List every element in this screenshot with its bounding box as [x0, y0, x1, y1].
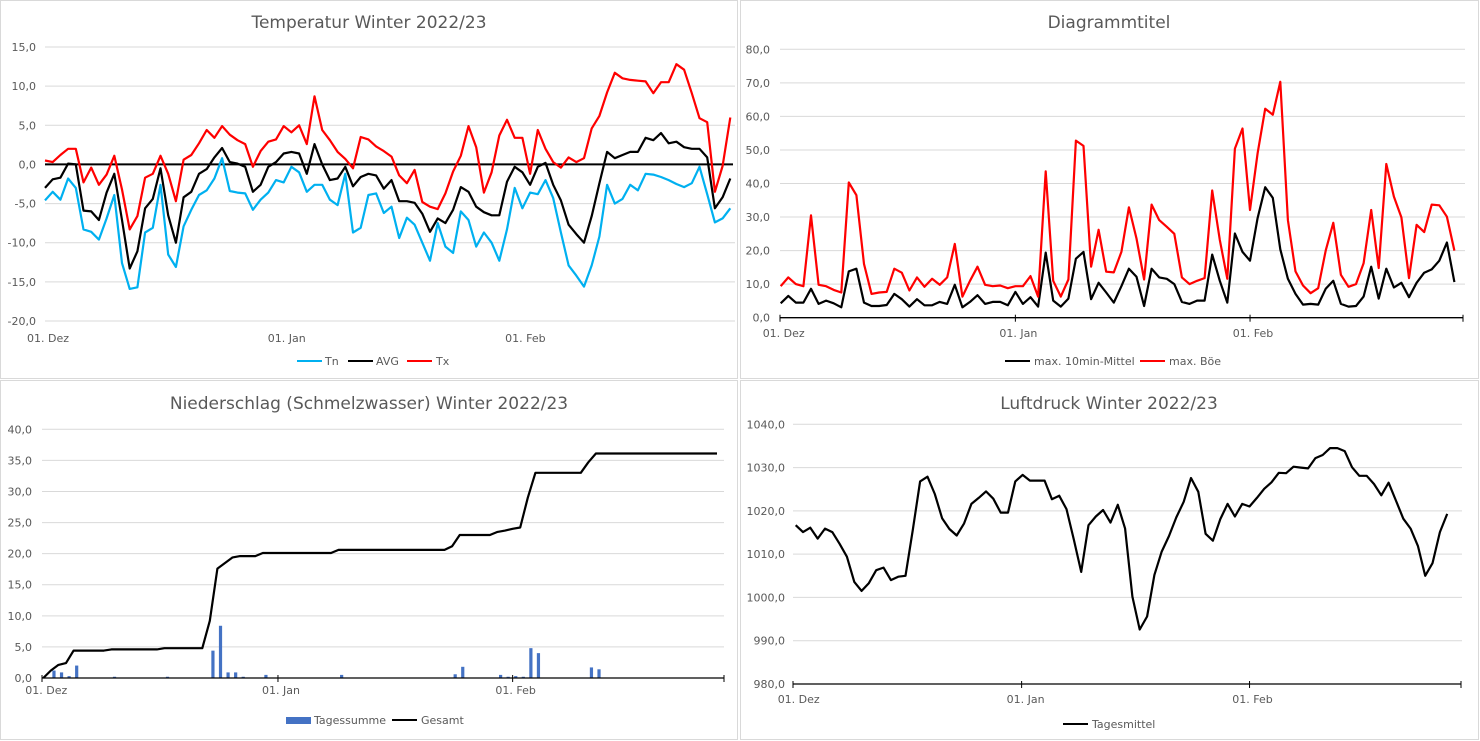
bar-tagessumme: [514, 676, 518, 678]
series-line-tx: [44, 63, 732, 231]
y-tick-label: 990,0: [754, 635, 786, 648]
y-tick-label: 1030,0: [747, 462, 786, 475]
y-tick-label: -5,0: [15, 198, 36, 211]
series-line-tn: [44, 157, 732, 290]
y-tick-label: 10,0: [746, 278, 771, 291]
panel-temperature: [0, 0, 738, 379]
y-tick-label: -10,0: [8, 237, 36, 250]
panel-precipitation: [0, 380, 738, 740]
legend-label-wind-mean: max. 10min-Mittel: [1034, 355, 1135, 368]
y-tick-label: 25,0: [8, 517, 33, 530]
chart-title-precipitation: Niederschlag (Schmelzwasser) Winter 2022…: [170, 394, 568, 414]
bar-tagessumme: [67, 676, 71, 678]
chart-title-wind: Diagrammtitel: [1048, 13, 1171, 33]
panel-pressure: [740, 380, 1479, 740]
bar-tagessumme: [340, 674, 344, 678]
series-line-avg: [44, 132, 732, 270]
y-tick-label: 15,0: [8, 579, 33, 592]
legend-label-avg: AVG: [376, 355, 399, 368]
legend-label-gust: max. Böe: [1169, 355, 1221, 368]
chart-title-pressure: Luftdruck Winter 2022/23: [1000, 394, 1218, 414]
x-tick-label: 01. Jan: [1007, 693, 1045, 706]
chart-2: 40,0 35,0 30,0 25,0 20,0 15,0 10,0 5,0 0,001. De…: [8, 423, 725, 697]
legend-swatch-daily: [286, 717, 311, 724]
y-tick-label: 5,0: [19, 119, 37, 132]
legend-precipitation: Tagessumme Gesamt: [286, 714, 464, 727]
x-tick-label: 01. Jan: [268, 332, 306, 345]
legend-temperature: Tn AVG Tx: [297, 355, 450, 368]
y-tick-label: 40,0: [746, 178, 771, 191]
y-tick-label: 1040,0: [747, 418, 786, 431]
bar-tagessumme: [59, 672, 64, 678]
legend-pressure: Tagesmittel: [1063, 718, 1155, 731]
y-tick-label: 20,0: [8, 548, 33, 561]
y-tick-label: 50,0: [746, 144, 771, 157]
x-tick-label: 01. Dez: [778, 693, 820, 706]
x-tick-label: 01. Dez: [27, 332, 69, 345]
y-tick-label: 0,0: [19, 158, 37, 171]
series-line-max-b-e: [779, 80, 1456, 298]
bar-tagessumme: [589, 667, 594, 678]
y-tick-label: 1020,0: [747, 505, 786, 518]
bar-tagessumme: [226, 672, 230, 678]
x-tick-label: 01. Feb: [495, 684, 535, 697]
x-tick-label: 01. Feb: [505, 332, 545, 345]
y-tick-label: 0,0: [15, 672, 33, 685]
bar-tagessumme: [453, 674, 457, 678]
y-tick-label: 5,0: [15, 641, 33, 654]
legend-label-tx: Tx: [435, 355, 450, 368]
panel-wind: [740, 0, 1479, 379]
y-tick-label: 10,0: [12, 80, 37, 93]
chart-title-temperature: Temperatur Winter 2022/23: [250, 13, 486, 33]
bar-tagessumme: [211, 650, 215, 678]
x-tick-label: 01. Jan: [999, 327, 1037, 340]
legend-label-pressure: Tagesmittel: [1091, 718, 1155, 731]
y-tick-label: 40,0: [8, 423, 33, 436]
bar-tagessumme: [264, 674, 268, 678]
y-tick-label: 15,0: [12, 41, 37, 54]
bar-tagessumme: [234, 672, 238, 678]
bar-tagessumme: [529, 648, 533, 678]
bar-tagessumme: [52, 670, 56, 678]
x-tick-label: 01. Dez: [25, 684, 67, 697]
y-tick-label: 70,0: [746, 77, 771, 90]
bar-tagessumme: [461, 666, 465, 678]
bar-tagessumme: [218, 625, 223, 678]
legend-label-total: Gesamt: [421, 714, 464, 727]
y-tick-label: 20,0: [746, 245, 771, 258]
y-tick-label: 1010,0: [747, 548, 786, 561]
x-tick-label: 01. Feb: [1232, 693, 1272, 706]
bar-tagessumme: [75, 665, 79, 678]
x-tick-label: 01. Feb: [1233, 327, 1273, 340]
x-tick-label: 01. Jan: [262, 684, 300, 697]
y-tick-label: -20,0: [8, 315, 36, 328]
y-tick-label: 30,0: [746, 211, 771, 224]
chart-0: 15,0 10,0 5,0 0,0 -5,0 -10,0 -15,0 -20,0 01. Dez…: [8, 41, 735, 345]
chart-3: 1040,0 1030,0 1020,0 1010,0 1000,0 990,0 980,0…: [747, 418, 1462, 706]
y-tick-label: 0,0: [753, 312, 771, 325]
y-tick-label: -15,0: [8, 276, 36, 289]
bar-tagessumme: [597, 669, 601, 678]
y-tick-label: 30,0: [8, 485, 33, 498]
legend-label-daily: Tagessumme: [313, 714, 386, 727]
legend-label-tn: Tn: [324, 355, 339, 368]
y-tick-label: 980,0: [754, 678, 786, 691]
series-line-tagesmittel: [794, 447, 1449, 631]
bar-tagessumme: [499, 674, 503, 678]
series-line-max-10min-mittel: [779, 186, 1456, 309]
y-tick-label: 35,0: [8, 454, 33, 467]
y-tick-label: 60,0: [746, 110, 771, 123]
chart-1: 80,0 70,0 60,0 50,0 40,0 30,0 20,0 10,0 0,0 01. D…: [746, 43, 1465, 340]
y-tick-label: 10,0: [8, 610, 33, 623]
series-line-gesamt: [42, 452, 717, 679]
x-tick-label: 01. Dez: [763, 327, 805, 340]
legend-wind: max. 10min-Mittel max. Böe: [1005, 355, 1221, 368]
y-tick-label: 80,0: [746, 43, 771, 56]
bar-tagessumme: [536, 653, 541, 678]
y-tick-label: 1000,0: [747, 591, 786, 604]
